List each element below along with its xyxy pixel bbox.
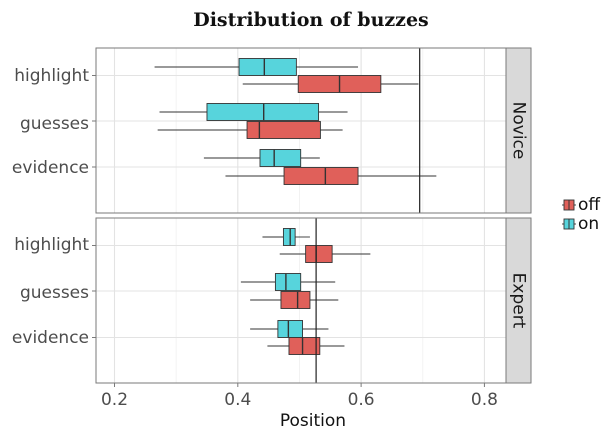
y-tick-label: evidence [12, 328, 89, 348]
box-highlight-off [242, 75, 419, 93]
box-iqr [238, 58, 297, 76]
facet-label-novice: Novice [509, 102, 529, 160]
facet-label-expert: Expert [509, 273, 529, 329]
box-guesses-on [159, 103, 348, 121]
box-iqr [305, 245, 333, 263]
x-tick-label: 0.2 [101, 390, 128, 410]
box-evidence-off [267, 337, 345, 355]
facet-strip [505, 47, 532, 214]
y-tick-label: highlight [14, 66, 89, 86]
legend-label: off [578, 195, 601, 215]
box-iqr [288, 337, 321, 355]
box-iqr [280, 291, 311, 309]
box-evidence-off [225, 167, 437, 185]
y-tick-label: guesses [20, 114, 89, 134]
legend-item-on: on [562, 214, 599, 234]
panel-expert: Expert highlight guesses evidence [12, 217, 532, 384]
box-guesses-off [157, 121, 343, 139]
box-highlight-on [262, 228, 310, 246]
box-highlight-on [154, 58, 359, 76]
y-tick-label: evidence [12, 158, 89, 178]
box-guesses-on [240, 273, 336, 291]
chart-title: Distribution of buzzes [193, 9, 429, 31]
box-evidence-on [250, 320, 329, 338]
legend-label: on [578, 214, 599, 234]
box-iqr [246, 121, 321, 139]
x-axis: 0.2 0.4 0.6 0.8 [101, 383, 498, 410]
panel-novice: Novice highlight guesses evidence [12, 47, 532, 214]
facet-strip [505, 217, 532, 384]
box-iqr [206, 103, 320, 121]
box-iqr [274, 273, 302, 291]
box-iqr [283, 167, 359, 185]
facet-panels: Novice highlight guesses evidence Expert high… [12, 47, 532, 384]
box-iqr [282, 228, 296, 246]
box-iqr [259, 149, 302, 167]
legend-item-off: off [562, 195, 601, 215]
box-evidence-on [203, 149, 320, 167]
x-tick-label: 0.4 [224, 390, 251, 410]
y-tick-label: guesses [20, 283, 89, 303]
x-tick-label: 0.6 [348, 390, 375, 410]
x-tick-label: 0.8 [471, 390, 498, 410]
y-tick-label: highlight [14, 235, 89, 255]
box-guesses-off [250, 291, 339, 309]
box-iqr [277, 320, 303, 338]
x-axis-label: Position [280, 411, 346, 431]
